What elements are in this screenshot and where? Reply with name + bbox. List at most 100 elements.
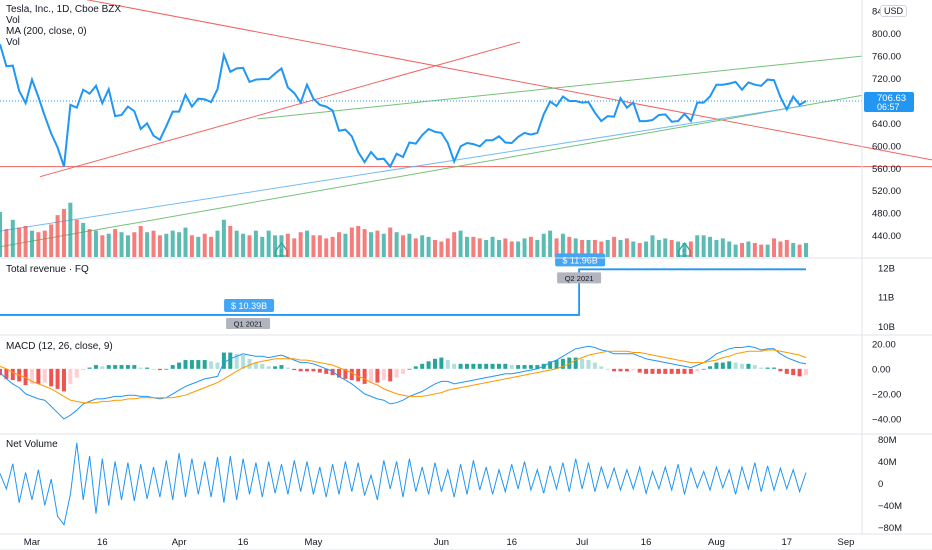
macd-histogram-bar xyxy=(369,368,374,383)
macd-histogram-bar xyxy=(477,363,482,369)
macd-histogram-bar xyxy=(752,365,757,369)
macd-histogram-bar xyxy=(266,366,271,369)
currency-label[interactable]: USD xyxy=(880,5,908,17)
volume-bar xyxy=(644,241,649,257)
macd-tick-label: −40.00 xyxy=(872,414,901,425)
macd-histogram-bar xyxy=(458,363,463,369)
revenue-tick-label: 12B xyxy=(878,264,895,275)
volume-bar xyxy=(484,239,489,257)
revenue-step-line xyxy=(0,268,806,316)
macd-histogram-bar xyxy=(682,368,687,374)
volume-bar xyxy=(637,243,642,257)
volume-bar xyxy=(471,236,476,257)
macd-histogram-bar xyxy=(362,368,367,384)
volume-bar xyxy=(548,230,553,257)
net-volume-pane[interactable] xyxy=(0,442,807,526)
volume-bar xyxy=(29,230,34,257)
macd-histogram-bar xyxy=(573,357,578,369)
macd-histogram-bar xyxy=(432,358,437,369)
macd-histogram-bar xyxy=(106,365,111,369)
volume-bars xyxy=(0,202,808,257)
macd-histogram-bar xyxy=(535,365,540,369)
revenue-title[interactable]: Total revenue · FQ xyxy=(6,264,89,275)
volume-bar xyxy=(356,226,361,257)
price-tick-label: 800.00 xyxy=(872,29,901,40)
macd-histogram-bar xyxy=(669,368,674,374)
net-volume-tick-label: −80M xyxy=(878,523,902,534)
macd-histogram-bar xyxy=(209,361,214,369)
volume-bar xyxy=(0,212,2,257)
volume-bar xyxy=(420,235,425,257)
price-tick-label: 440.00 xyxy=(872,231,901,242)
macd-histogram-bar xyxy=(349,368,354,381)
macd-histogram-bar xyxy=(55,368,60,389)
macd-pane[interactable] xyxy=(0,345,808,420)
ma-indicator-label[interactable]: MA (200, close, 0) xyxy=(6,26,87,37)
volume-bar xyxy=(592,239,597,257)
volume-bar xyxy=(528,236,533,257)
macd-histogram-bar xyxy=(656,368,661,374)
time-tick-label: May xyxy=(304,537,322,548)
time-tick-label: 16 xyxy=(97,537,108,548)
volume-bar xyxy=(656,239,661,257)
volume-bar xyxy=(241,233,246,257)
macd-tick-label: 20.00 xyxy=(872,339,896,350)
volume-bar xyxy=(273,235,278,257)
macd-histogram-bar xyxy=(298,368,303,372)
volume-bar xyxy=(452,232,457,257)
volume-bar xyxy=(330,236,335,257)
volume-bar xyxy=(87,229,92,257)
volume-bar xyxy=(138,226,143,257)
volume-bar xyxy=(631,241,636,257)
volume-bar xyxy=(618,239,623,257)
revenue-pane[interactable]: $ 10.39B $ 11.96B Q1 2021 Q2 2021 xyxy=(0,253,806,329)
vol-indicator-label[interactable]: Vol xyxy=(6,15,20,26)
price-pane[interactable]: EE xyxy=(0,0,932,257)
main-legend[interactable]: Tesla, Inc., 1D, Cboe BZX Vol MA (200, c… xyxy=(6,4,121,48)
macd-histogram-bar xyxy=(592,362,597,369)
volume-bar xyxy=(74,219,79,257)
volume-bar xyxy=(68,202,73,257)
net-volume-title[interactable]: Net Volume xyxy=(6,439,58,450)
volume-bar xyxy=(445,238,450,257)
macd-histogram-bar xyxy=(394,368,399,378)
volume-bar xyxy=(36,232,41,257)
macd-histogram-bar xyxy=(221,352,226,369)
macd-histogram-bar xyxy=(663,368,668,374)
revenue-value-label: $ 11.96B xyxy=(562,255,597,265)
net-volume-line xyxy=(0,442,807,526)
volume-bar xyxy=(100,235,105,257)
vol-indicator-label-2[interactable]: Vol xyxy=(6,37,20,48)
volume-bar xyxy=(407,233,412,257)
volume-bar xyxy=(772,238,777,257)
time-tick-label: 16 xyxy=(238,537,249,548)
last-price-countdown: 06:57 xyxy=(877,102,900,112)
volume-bar xyxy=(375,230,380,257)
volume-bar xyxy=(106,233,111,257)
macd-histogram-bar xyxy=(644,368,649,374)
macd-histogram-bar xyxy=(177,362,182,369)
net-volume-tick-label: 40M xyxy=(878,457,897,468)
time-tick-label: Jun xyxy=(434,537,449,548)
macd-histogram-bar xyxy=(247,358,252,369)
volume-bar xyxy=(113,229,118,257)
time-tick-label: Aug xyxy=(708,537,725,548)
volume-bar xyxy=(503,238,508,257)
macd-histogram-bar xyxy=(189,360,194,369)
volume-bar xyxy=(253,230,258,257)
volume-bar xyxy=(624,238,629,257)
volume-bar xyxy=(439,241,444,257)
macd-histogram-bar xyxy=(49,368,54,387)
volume-bar xyxy=(298,232,303,257)
volume-bar xyxy=(388,227,393,257)
volume-bar xyxy=(746,241,751,257)
macd-histogram-bar xyxy=(804,368,808,376)
volume-bar xyxy=(554,238,559,257)
symbol-title[interactable]: Tesla, Inc., 1D, Cboe BZX xyxy=(6,4,122,15)
net-volume-tick-label: 80M xyxy=(878,435,897,446)
volume-bar xyxy=(682,243,687,257)
macd-histogram-bar xyxy=(324,368,329,374)
volume-bar xyxy=(183,227,188,257)
macd-title[interactable]: MACD (12, 26, close, 9) xyxy=(6,341,113,352)
